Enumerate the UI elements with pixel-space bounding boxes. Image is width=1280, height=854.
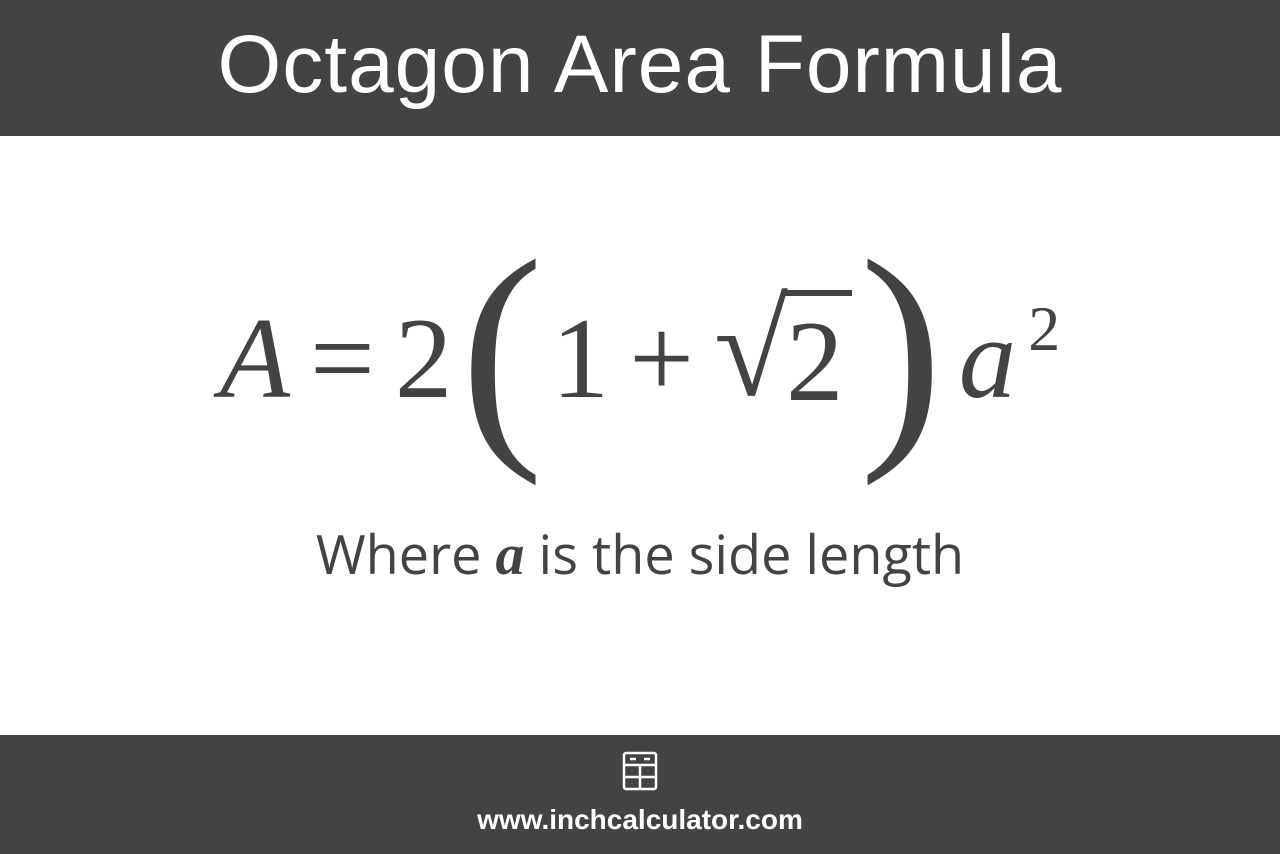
caption-variable: a — [496, 522, 525, 587]
footer-url: www.inchcalculator.com — [477, 804, 803, 836]
formula-var-A: A — [220, 293, 290, 425]
formula-plus: + — [629, 293, 694, 425]
sqrt-symbol: √ — [714, 273, 788, 428]
footer-bar: www.inchcalculator.com — [0, 735, 1280, 854]
content-area: A = 2 ( 1 + √ 2 ) a2 Where a is the side… — [0, 136, 1280, 735]
formula-equals: = — [310, 293, 375, 425]
title-bar: Octagon Area Formula — [0, 0, 1280, 136]
formula-caption: Where a is the side length — [316, 516, 964, 590]
page-title: Octagon Area Formula — [218, 19, 1063, 110]
formula-exponent: 2 — [1028, 292, 1060, 366]
formula-rparen: ) — [860, 286, 943, 411]
calculator-icon — [618, 749, 662, 798]
formula-coeff: 2 — [395, 293, 453, 425]
caption-suffix: is the side length — [525, 516, 965, 590]
area-formula: A = 2 ( 1 + √ 2 ) a2 — [220, 281, 1061, 436]
formula-var-a: a — [959, 293, 1017, 425]
formula-lparen: ( — [460, 286, 543, 411]
formula-sqrt: √ 2 — [714, 281, 852, 436]
sqrt-arg: 2 — [782, 290, 852, 428]
formula-one: 1 — [552, 293, 610, 425]
caption-prefix: Where — [316, 516, 496, 590]
